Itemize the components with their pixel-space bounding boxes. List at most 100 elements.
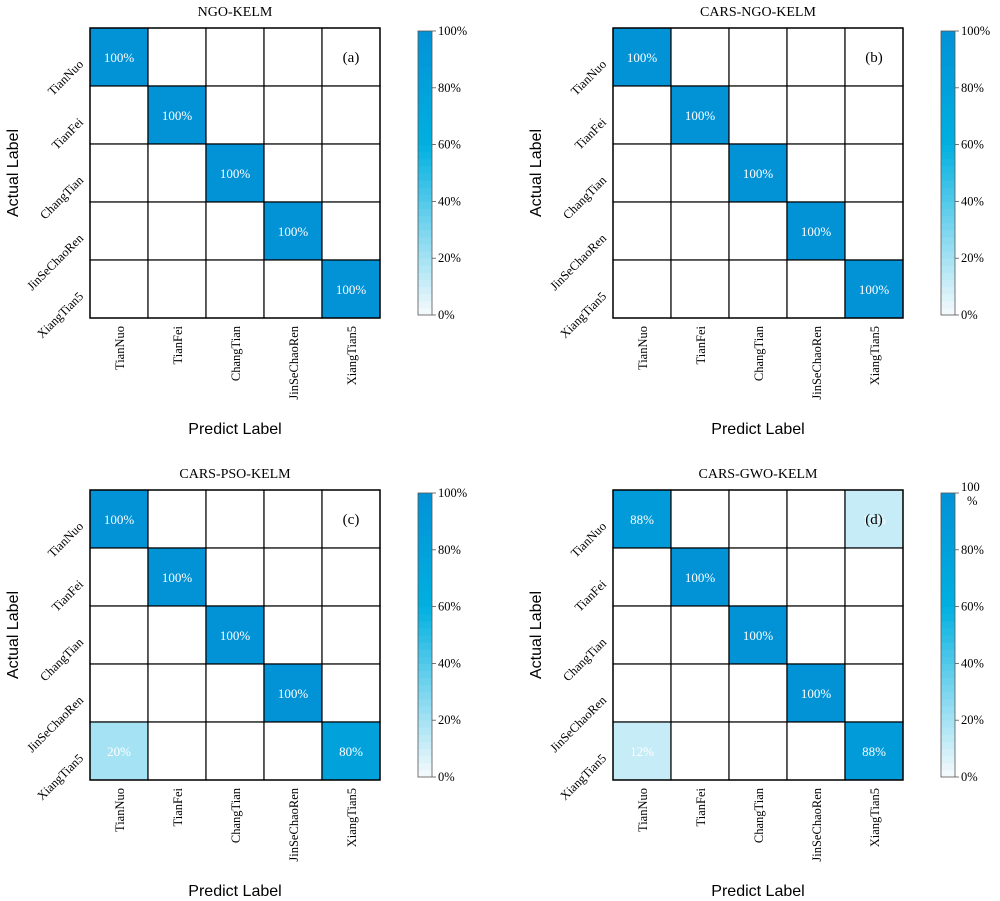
matrix-cell [612, 547, 672, 607]
matrix-cell [612, 259, 672, 319]
matrix-cell [612, 663, 672, 723]
matrix-cell [205, 27, 265, 87]
colorbar-segment [418, 720, 432, 728]
colorbar-tick-label: 0% [438, 308, 455, 322]
matrix-cell [670, 547, 730, 607]
colorbar-segment [941, 116, 955, 124]
matrix-cell [263, 721, 323, 781]
x-tick-label: ChangTian [752, 787, 766, 843]
colorbar-segment [418, 229, 432, 238]
matrix-cell [321, 547, 381, 607]
colorbar-segment [941, 769, 955, 778]
colorbar-segment [418, 307, 432, 316]
colorbar-segment [418, 137, 432, 146]
colorbar-segment [941, 180, 955, 188]
matrix-cell [147, 663, 207, 723]
confusion-matrix-panel: NGO-KELM 100% 100% 100% 100% 100% (a) TianNuo Ti… [5, 5, 467, 438]
colorbar-segment [941, 493, 955, 501]
matrix-cell [612, 721, 672, 781]
matrix-cell [147, 201, 207, 261]
matrix-cell [89, 85, 149, 145]
x-tick-label: TianFei [171, 787, 185, 826]
matrix-cell [728, 143, 788, 203]
matrix-cell [612, 605, 672, 665]
x-tick-label: JinSeChaoRen [287, 787, 301, 861]
colorbar-segment [941, 215, 955, 224]
colorbar-tick-label: 60% [961, 138, 984, 152]
colorbar-tick-label-part: 100 [961, 480, 980, 494]
colorbar-segment [418, 293, 432, 302]
colorbar-segment [941, 52, 955, 60]
colorbar-segment [418, 59, 432, 67]
panel-label: (b) [865, 50, 883, 66]
y-tick-label: JinSeChaoRen [24, 231, 86, 293]
matrix-cell [670, 143, 730, 203]
colorbar-segment [418, 627, 432, 636]
confusion-matrix-panel: CARS-NGO-KELM 100% 100% 100% 100% 100% (b) Tian… [528, 5, 990, 438]
colorbar-segment [418, 251, 432, 259]
colorbar-segment [941, 762, 955, 771]
matrix-cell [728, 201, 788, 261]
colorbar-segment [941, 620, 955, 629]
colorbar-tick-label: 60% [438, 600, 461, 614]
matrix-cell [670, 27, 730, 87]
matrix-cell [786, 721, 846, 781]
colorbar-tick-label: 100% [961, 480, 980, 508]
colorbar-segment [418, 244, 432, 252]
y-tick-label: TianNuo [45, 57, 86, 98]
colorbar-segment [941, 713, 955, 721]
x-tick-label: TianFei [694, 325, 708, 364]
cell-value-label: 12% [862, 512, 886, 527]
colorbar-segment [941, 514, 955, 522]
colorbar-tick-label: 40% [961, 656, 984, 670]
colorbar-frame [940, 30, 956, 316]
colorbar-segment [418, 592, 432, 600]
x-tick-label: XiangTian5 [868, 788, 882, 847]
matrix-cell [89, 201, 149, 261]
colorbar-segment [941, 300, 955, 309]
colorbar-segment [941, 656, 955, 664]
colorbar-segment [418, 116, 432, 124]
matrix-cell [786, 605, 846, 665]
colorbar-segment [418, 52, 432, 60]
matrix-cell [786, 143, 846, 203]
colorbar-segment [941, 698, 955, 707]
matrix-cell [844, 663, 904, 723]
colorbar-segment [418, 87, 432, 96]
colorbar-segment [418, 45, 432, 53]
matrix-cell [89, 259, 149, 319]
colorbar-segment [418, 493, 432, 501]
colorbar-segment [941, 307, 955, 316]
matrix-cell [728, 27, 788, 87]
matrix-cell [321, 605, 381, 665]
cell-value-label: 100% [685, 570, 716, 585]
colorbar-segment [941, 80, 955, 89]
colorbar-segment [941, 691, 955, 700]
colorbar-tick-label: 100% [438, 24, 467, 38]
cell-value-label: 100% [743, 628, 774, 643]
colorbar-segment [941, 684, 955, 693]
cell-value-label: 100% [104, 512, 135, 527]
y-tick-label: XiangTian5 [557, 751, 609, 803]
colorbar-segment [418, 528, 432, 537]
matrix-cell [844, 259, 904, 319]
matrix-cell [147, 27, 207, 87]
panel-label: (d) [865, 512, 883, 528]
matrix-cell [263, 259, 323, 319]
cell-value-label: 88% [862, 744, 886, 759]
colorbar-segment [418, 734, 432, 742]
matrix-cell [844, 27, 904, 87]
matrix-cell [612, 85, 672, 145]
colorbar-segment [418, 279, 432, 288]
cell-value-label: 100% [685, 108, 716, 123]
colorbar-frame [417, 492, 433, 778]
colorbar-segment [418, 620, 432, 629]
colorbar-tick-label: 40% [438, 194, 461, 208]
matrix-cell [321, 85, 381, 145]
matrix-cell [844, 143, 904, 203]
matrix-border [612, 489, 904, 781]
colorbar-tick-label: 20% [438, 713, 461, 727]
panel-label: (c) [343, 512, 360, 528]
matrix-cell [728, 605, 788, 665]
matrix-cell [205, 663, 265, 723]
